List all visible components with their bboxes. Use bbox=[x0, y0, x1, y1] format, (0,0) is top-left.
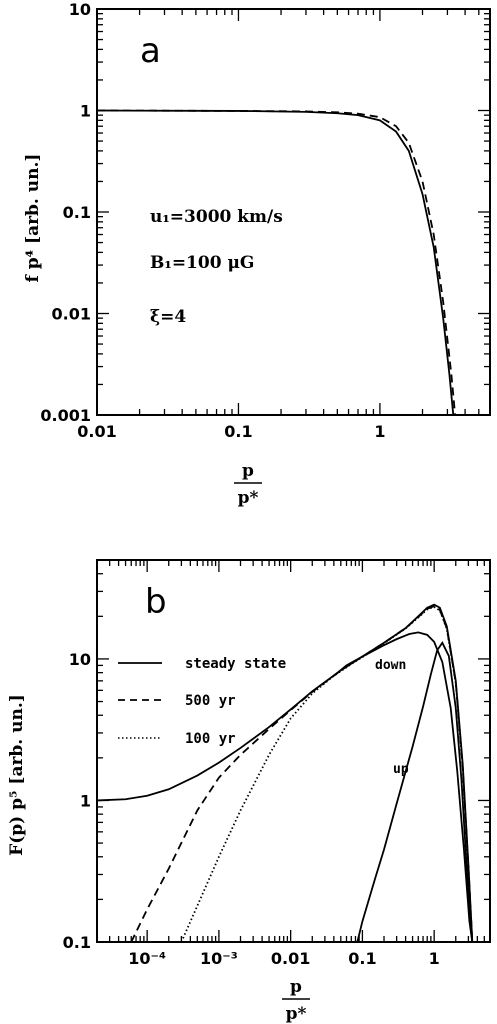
panel-b-y-tick-label: 10 bbox=[69, 650, 91, 669]
legend: steady state 500 yr 100 yr bbox=[118, 656, 286, 747]
annotation-xi: ξ=4 bbox=[150, 307, 186, 327]
panel-b-frame bbox=[96, 559, 491, 943]
panel-b-ticks: 10⁻⁴ 10⁻³ 0.01 0.1 1 0.1 1 10 bbox=[63, 559, 491, 968]
panel-a-y-tick-label: 10 bbox=[69, 0, 91, 19]
panel-a-x-tick-label: 0.01 bbox=[77, 422, 116, 441]
panel-b-x-tick-label: 1 bbox=[429, 949, 440, 968]
panel-a-y-tick-label: 0.001 bbox=[40, 406, 91, 425]
panel-a-x-tick-label: 0.1 bbox=[224, 422, 252, 441]
panel-b-series-down bbox=[333, 631, 474, 942]
panel-a-y-tick-label: 1 bbox=[80, 102, 91, 121]
annotation-field: B₁=100 μG bbox=[150, 253, 254, 273]
panel-a-y-tick-label: 0.1 bbox=[63, 203, 91, 222]
panel-b-x-tick-label: 10⁻⁴ bbox=[128, 949, 166, 968]
panel-b-curves bbox=[97, 603, 474, 942]
panel-a-letter: a bbox=[140, 31, 161, 71]
panel-a-xlabel-den: p* bbox=[238, 488, 259, 508]
panel-b-y-tick-label: 0.1 bbox=[63, 933, 91, 952]
panel-b: 10⁻⁴ 10⁻³ 0.01 0.1 1 0.1 1 10 b steady state 50… bbox=[7, 559, 491, 1024]
panel-a-frame bbox=[96, 8, 491, 416]
panel-b-x-tick-label: 0.1 bbox=[348, 949, 376, 968]
panel-b-xlabel-num: p bbox=[290, 977, 302, 997]
panel-b-x-tick-label: 10⁻³ bbox=[200, 949, 238, 968]
panel-b-xlabel-den: p* bbox=[286, 1004, 307, 1024]
legend-steady-state: steady state bbox=[185, 656, 286, 672]
panel-a-ylabel: f p⁴ [arb. un.] bbox=[23, 154, 43, 283]
curve-label-down: down bbox=[375, 658, 406, 673]
panel-b-series-500-yr bbox=[130, 605, 474, 942]
panel-b-series-100-yr bbox=[180, 605, 474, 942]
panel-a-series-dashed-1 bbox=[97, 109, 457, 415]
panel-a-xlabel-num: p bbox=[242, 461, 254, 481]
panel-a-x-tick-label: 1 bbox=[374, 422, 385, 441]
annotation-velocity: u₁=3000 km/s bbox=[150, 207, 283, 227]
panel-b-letter: b bbox=[145, 582, 167, 622]
panel-b-y-tick-label: 1 bbox=[80, 791, 91, 810]
panel-b-ylabel: F(p) p⁵ [arb. un.] bbox=[7, 694, 27, 856]
panel-a-curves bbox=[97, 109, 457, 415]
panel-b-x-tick-label: 0.01 bbox=[271, 949, 310, 968]
legend-500yr: 500 yr bbox=[185, 693, 236, 709]
panel-b-series-up bbox=[356, 641, 474, 942]
curve-label-up: up bbox=[393, 762, 409, 777]
legend-100yr: 100 yr bbox=[185, 731, 236, 747]
panel-a-y-tick-label: 0.01 bbox=[52, 305, 91, 324]
